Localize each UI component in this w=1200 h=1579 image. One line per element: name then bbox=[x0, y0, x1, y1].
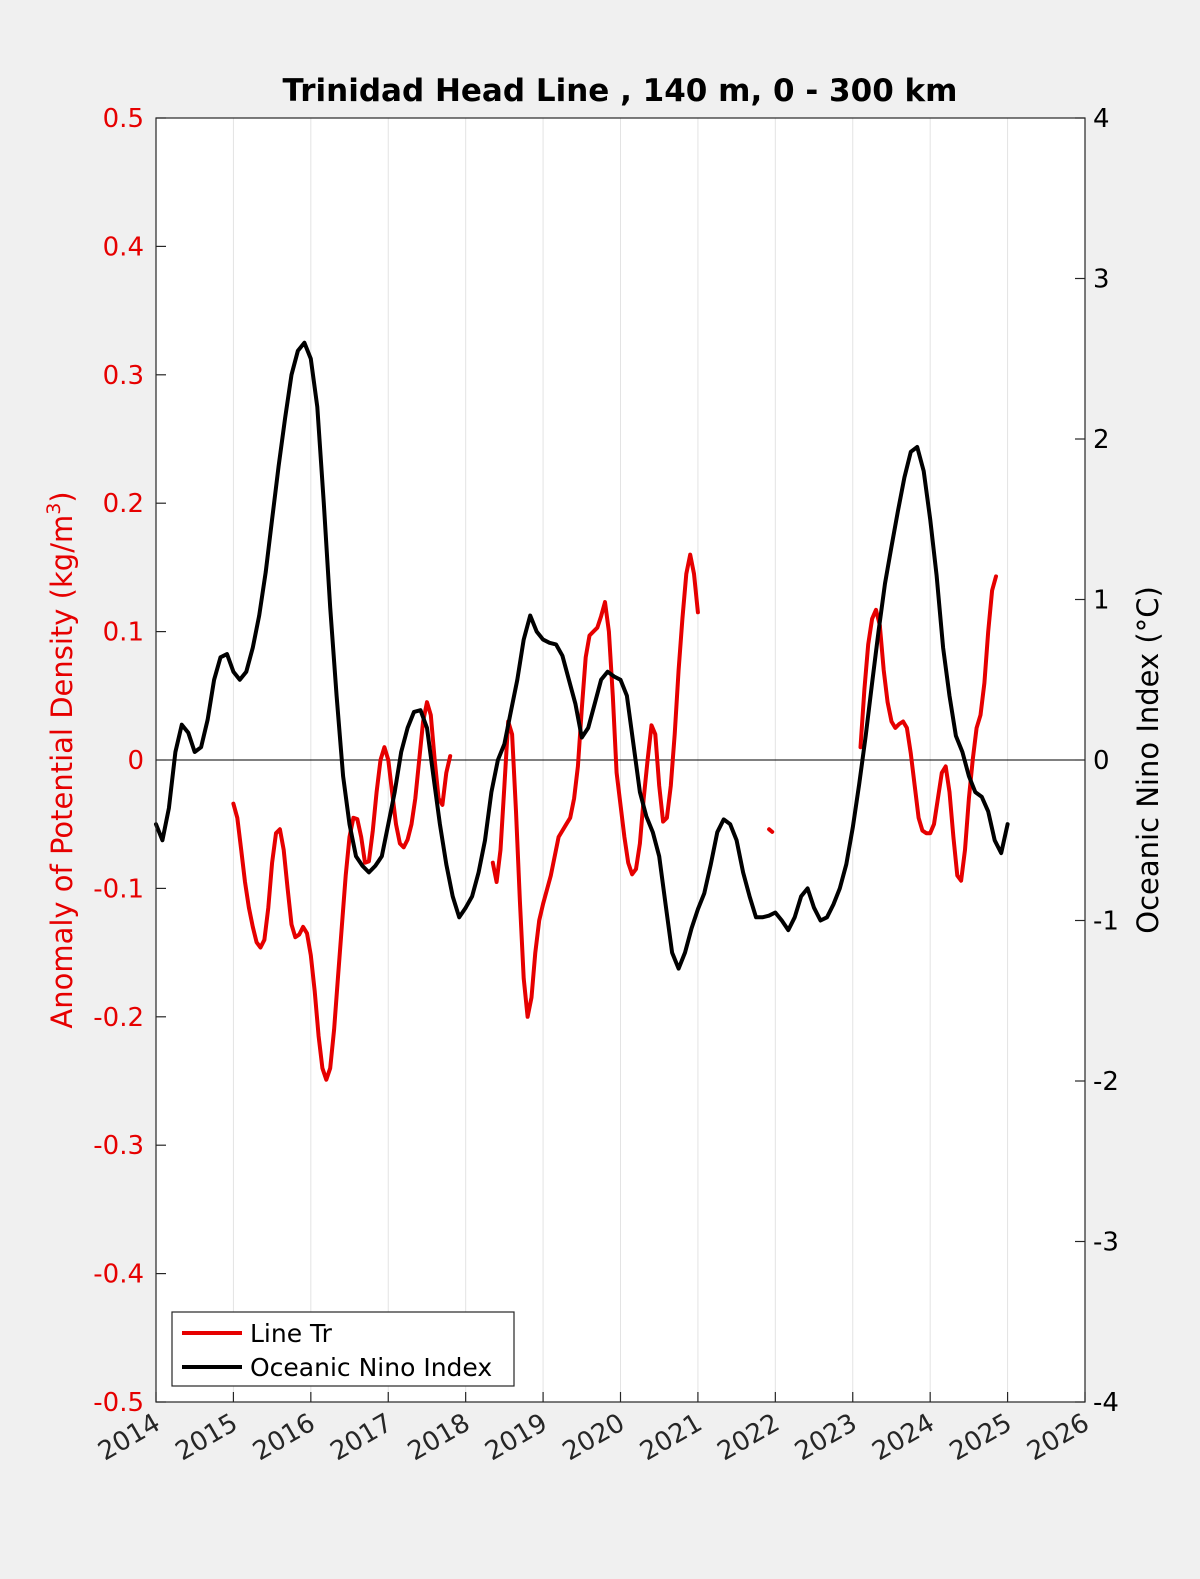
y-right-axis-label: Oceanic Nino Index (°C) bbox=[1131, 586, 1165, 934]
y-right-tick-label: -1 bbox=[1093, 907, 1119, 937]
y-left-tick-label: -0.3 bbox=[93, 1131, 144, 1161]
y-left-tick-label: -0.5 bbox=[93, 1388, 144, 1418]
y-right-tick-label: 3 bbox=[1093, 265, 1110, 295]
y-right-tick-label: 1 bbox=[1093, 586, 1110, 616]
y-left-label-prefix: Anomaly of Potential Density (kg/m bbox=[45, 515, 79, 1029]
legend-label-oni: Oceanic Nino Index bbox=[250, 1353, 492, 1382]
series-line-line-tr bbox=[231, 700, 453, 1082]
y-left-tick-label: 0.3 bbox=[103, 361, 144, 391]
y-right-tick-label: 4 bbox=[1093, 104, 1110, 134]
y-left-tick-label: 0.5 bbox=[103, 104, 144, 134]
legend-label-line-tr: Line Tr bbox=[250, 1319, 333, 1348]
legend-box bbox=[171, 1311, 515, 1387]
y-right-tick-label: -3 bbox=[1093, 1228, 1119, 1258]
y-left-label-suffix: ) bbox=[45, 491, 79, 502]
series-line-line-tr bbox=[767, 827, 775, 834]
series-line-oceanic-nino-index bbox=[154, 340, 1010, 971]
series-line-line-tr bbox=[490, 552, 700, 1019]
y-left-tick-label: 0.4 bbox=[103, 232, 144, 262]
series-line-line-tr bbox=[858, 574, 998, 883]
y-right-tick-label: 2 bbox=[1093, 425, 1110, 455]
chart-title: Trinidad Head Line , 140 m, 0 - 300 km bbox=[283, 73, 958, 109]
y-left-tick-label: 0 bbox=[127, 746, 144, 776]
y-left-tick-label: -0.1 bbox=[93, 874, 144, 904]
y-left-label-superscript: 3 bbox=[43, 503, 65, 515]
y-left-tick-label: 0.1 bbox=[103, 618, 144, 648]
y-right-tick-label: -4 bbox=[1093, 1388, 1119, 1418]
legend: Line Tr Oceanic Nino Index bbox=[171, 1311, 515, 1387]
y-right-tick-label: 0 bbox=[1093, 746, 1110, 776]
y-right-tick-label: -2 bbox=[1093, 1067, 1119, 1097]
y-left-tick-label: -0.2 bbox=[93, 1003, 144, 1033]
y-left-tick-label: 0.2 bbox=[103, 489, 144, 519]
y-left-tick-label: -0.4 bbox=[93, 1260, 144, 1290]
y-left-axis-label: Anomaly of Potential Density (kg/m3) bbox=[43, 491, 79, 1028]
series-layer bbox=[154, 340, 1010, 1082]
